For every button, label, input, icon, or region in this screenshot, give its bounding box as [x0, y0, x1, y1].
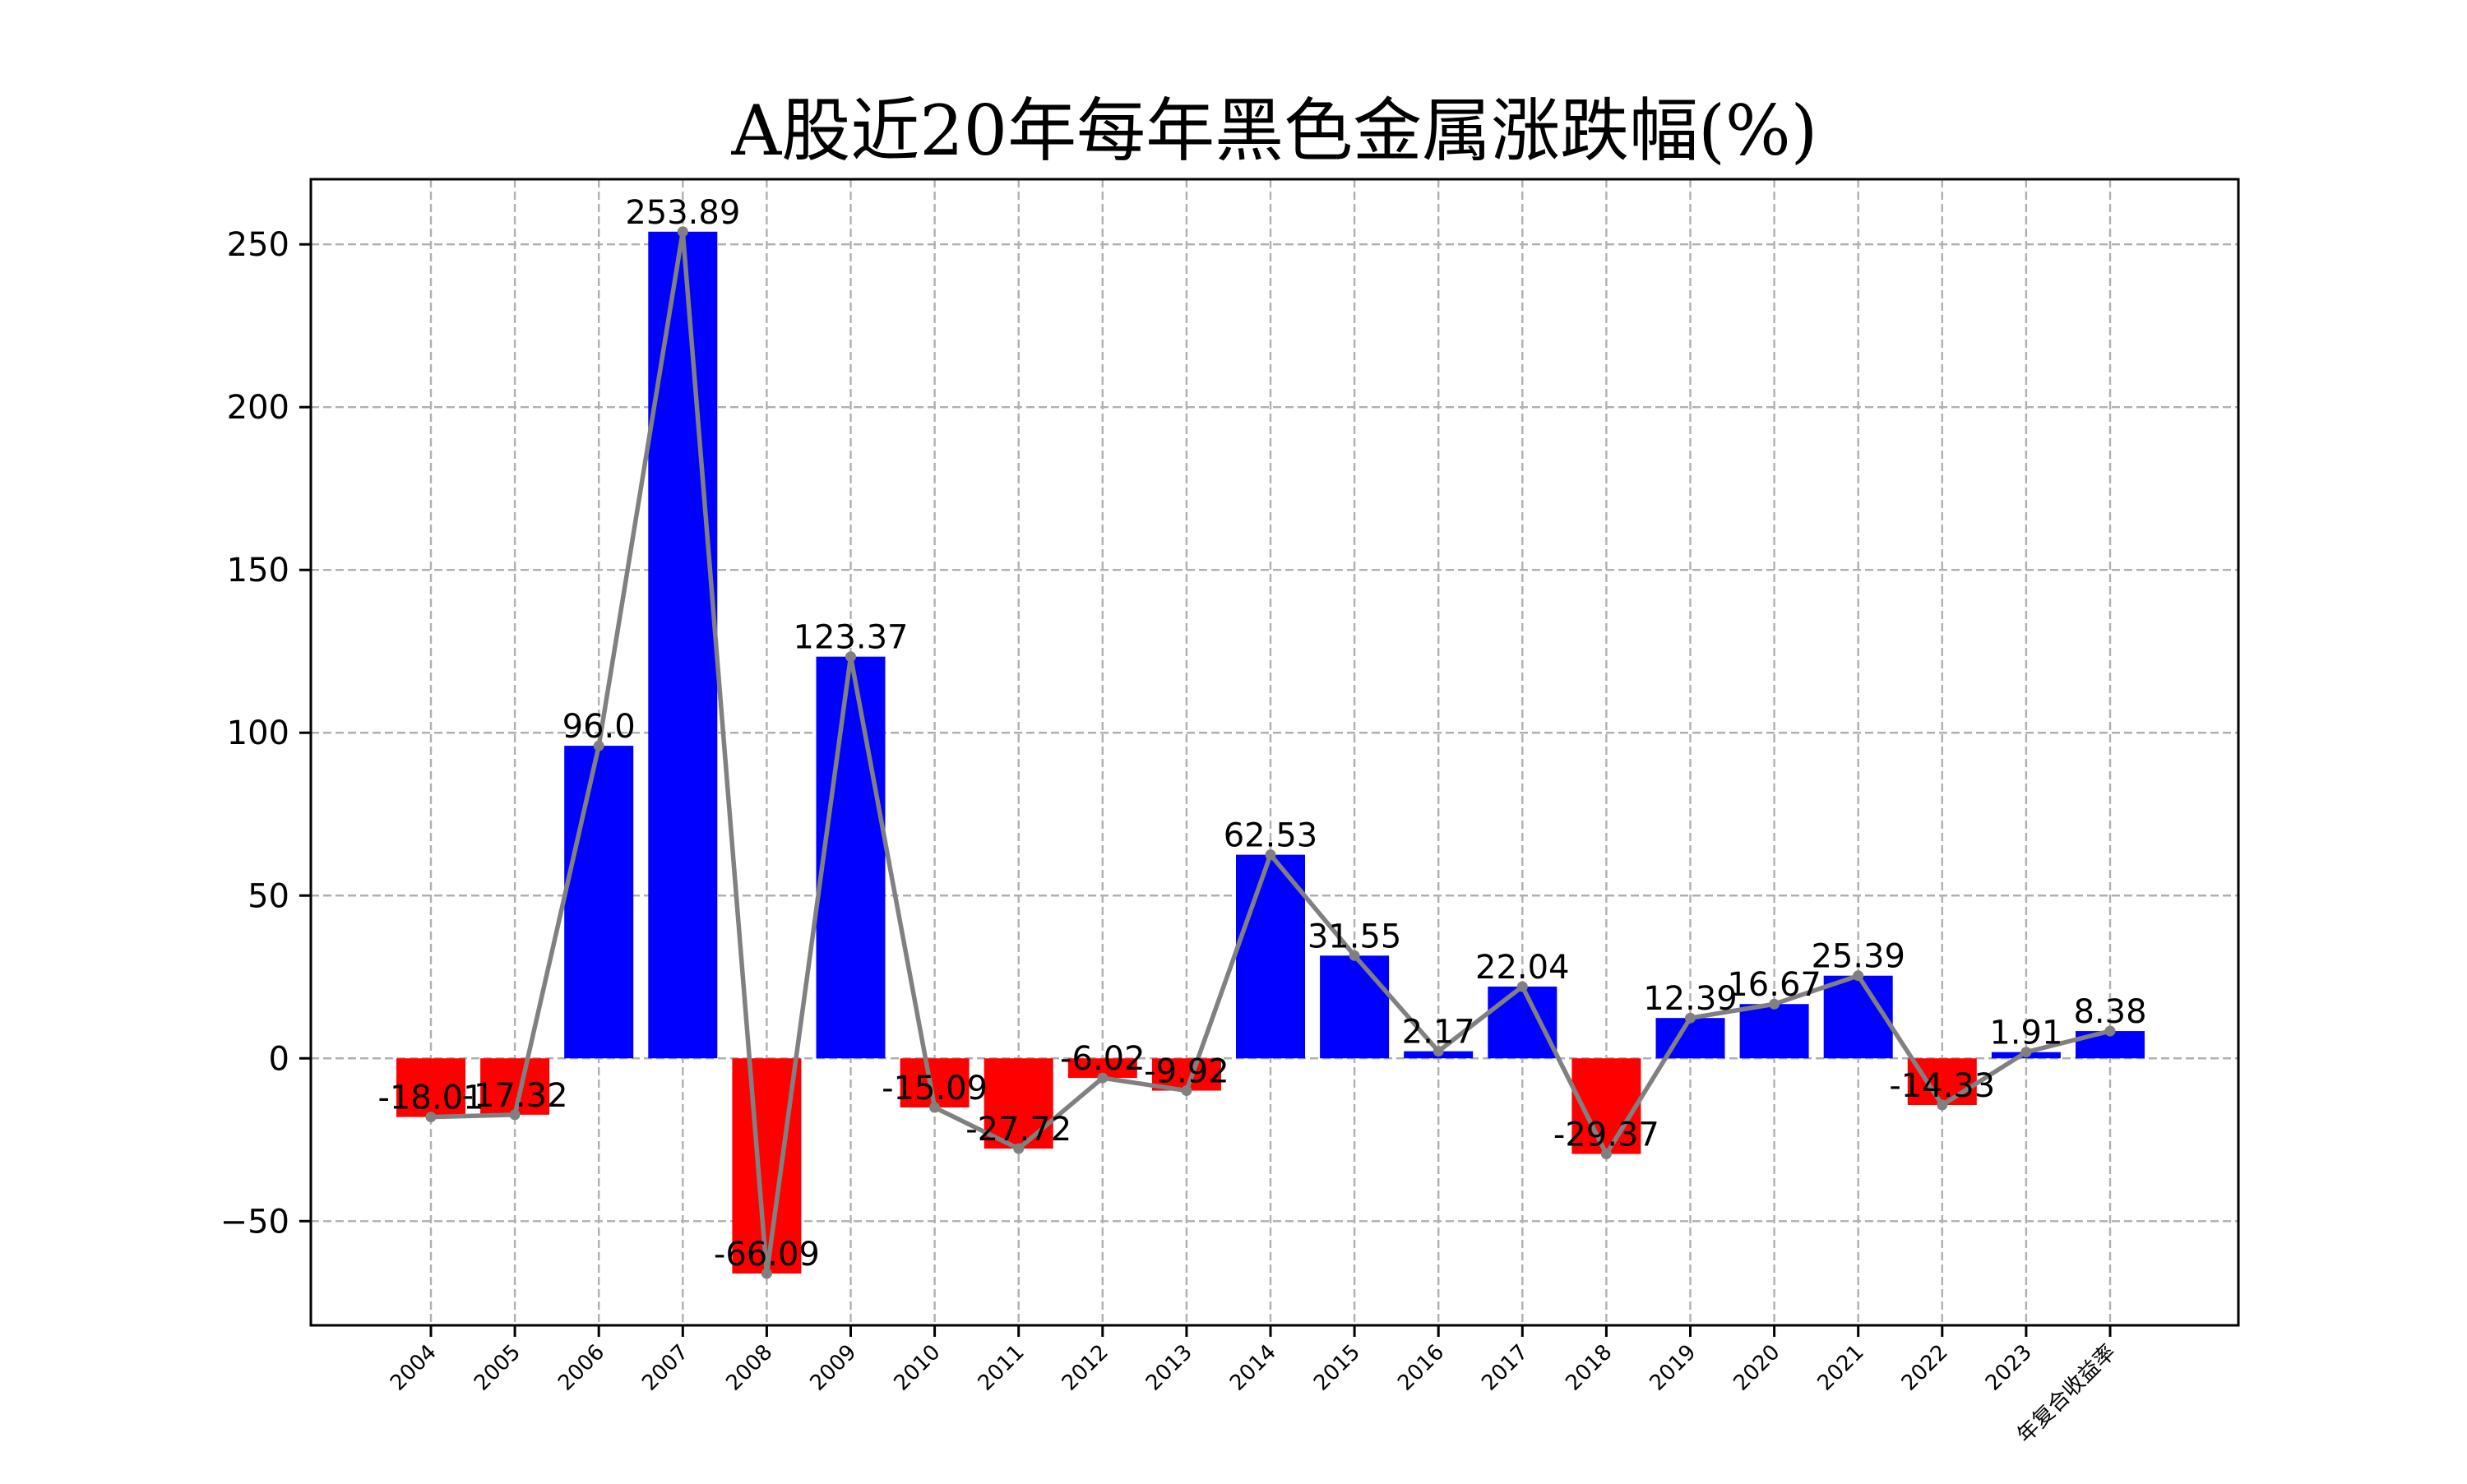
bar: [648, 231, 718, 1059]
data-label: 1.91: [1989, 1015, 2062, 1052]
bar: [984, 1058, 1053, 1149]
x-tick-label: 2006: [553, 1340, 609, 1396]
bar: [1488, 986, 1557, 1059]
data-label: -27.72: [965, 1111, 1072, 1149]
chart-title: A股近20年每年黑色金属涨跌幅(%): [731, 90, 1818, 171]
trend-line-point: [425, 1112, 437, 1123]
data-label: -18.01: [378, 1079, 484, 1117]
trend-line-point: [1516, 981, 1528, 992]
y-tick-label: 150: [227, 552, 289, 589]
data-label: -17.32: [462, 1077, 568, 1115]
bars: [396, 231, 2145, 1274]
x-tick-label: 2007: [637, 1340, 693, 1396]
x-tick-label: 2019: [1645, 1340, 1701, 1396]
y-tick-label: 0: [269, 1040, 289, 1078]
data-label: -14.33: [1889, 1067, 1995, 1105]
trend-line-point: [1685, 1012, 1696, 1024]
x-tick-label: 2017: [1477, 1340, 1533, 1396]
trend-line-point: [1433, 1046, 1444, 1057]
data-label: -29.37: [1553, 1116, 1659, 1154]
bar: [396, 1058, 465, 1117]
x-tick-label: 2004: [386, 1340, 442, 1396]
data-label: 16.67: [1727, 966, 1821, 1004]
data-label: 12.39: [1643, 980, 1738, 1018]
bar: [1236, 854, 1305, 1059]
trend-line-point: [845, 651, 856, 663]
x-tick-label: 2015: [1309, 1340, 1365, 1396]
axes: −50 0 50 100 150 200 250 2004 2005 2006 2007 2008 20…: [220, 178, 2240, 1448]
data-label: -9.92: [1144, 1053, 1229, 1091]
y-tick-label: 250: [227, 226, 289, 264]
x-tick-label: 2012: [1058, 1340, 1113, 1396]
bar: [1823, 975, 1893, 1059]
bar: [816, 656, 886, 1059]
x-tick-label: 2011: [974, 1340, 1030, 1396]
trend-line-point: [1769, 998, 1780, 1010]
bar: [564, 746, 634, 1059]
x-tick-label: 2005: [470, 1340, 525, 1396]
y-tick-label: 50: [248, 877, 289, 915]
x-tick-label: 2009: [805, 1340, 861, 1396]
y-tick-label: −50: [220, 1203, 289, 1241]
data-label: 31.55: [1308, 918, 1402, 955]
data-label: -15.09: [882, 1070, 988, 1107]
bar: [1655, 1018, 1725, 1059]
x-tick-label: 2018: [1561, 1340, 1617, 1396]
value-labels: -18.01-17.32 96.0 253.89 -66.09 123.37 -15.09…: [378, 194, 2147, 1274]
data-label: -66.09: [714, 1236, 820, 1274]
trend-line-point: [1349, 950, 1360, 961]
x-tick-label: 2008: [721, 1340, 777, 1396]
x-tick-label: 2020: [1729, 1340, 1785, 1396]
trend-line-point: [1181, 1085, 1192, 1097]
x-tick-label: 2010: [890, 1340, 946, 1396]
y-tick-label: 100: [227, 714, 289, 752]
x-tick-label: 2022: [1897, 1340, 1953, 1396]
x-tick-label: 2023: [1981, 1340, 2037, 1396]
data-label: 25.39: [1811, 938, 1905, 976]
x-tick-label: 2016: [1393, 1340, 1449, 1396]
trend-line-point: [509, 1109, 521, 1121]
trend-line-point: [593, 740, 604, 751]
trend-line-point: [1013, 1143, 1025, 1154]
bar: [1739, 1004, 1809, 1059]
trend-line-point: [677, 226, 688, 238]
trend-line: [425, 226, 2116, 1279]
x-tick-label: 2014: [1225, 1340, 1281, 1396]
data-label: 96.0: [562, 708, 636, 746]
trend-line-point: [929, 1102, 941, 1113]
trend-line-point: [1937, 1099, 1948, 1111]
plot-frame: [309, 178, 2240, 1327]
y-tick-label: 200: [227, 389, 289, 427]
bar: [1320, 955, 1390, 1059]
data-label: 123.37: [794, 619, 909, 657]
trend-line-point: [1097, 1072, 1109, 1084]
trend-line-point: [2104, 1025, 2116, 1037]
data-label: 253.89: [625, 194, 740, 232]
trend-line-point: [2020, 1047, 2032, 1058]
x-tick-label: 2013: [1141, 1340, 1197, 1396]
trend-line-point: [1265, 849, 1276, 861]
bar: [1067, 1058, 1137, 1079]
data-label: 8.38: [2073, 993, 2146, 1031]
data-label: 22.04: [1475, 949, 1570, 987]
trend-line-point: [1853, 970, 1864, 982]
data-label: 62.53: [1224, 817, 1318, 855]
data-label: -6.02: [1060, 1040, 1146, 1078]
x-tick-label: 2021: [1813, 1340, 1869, 1396]
data-label: 2.17: [1402, 1014, 1475, 1052]
trend-line-point: [761, 1268, 772, 1279]
trend-line-point: [1600, 1149, 1612, 1160]
